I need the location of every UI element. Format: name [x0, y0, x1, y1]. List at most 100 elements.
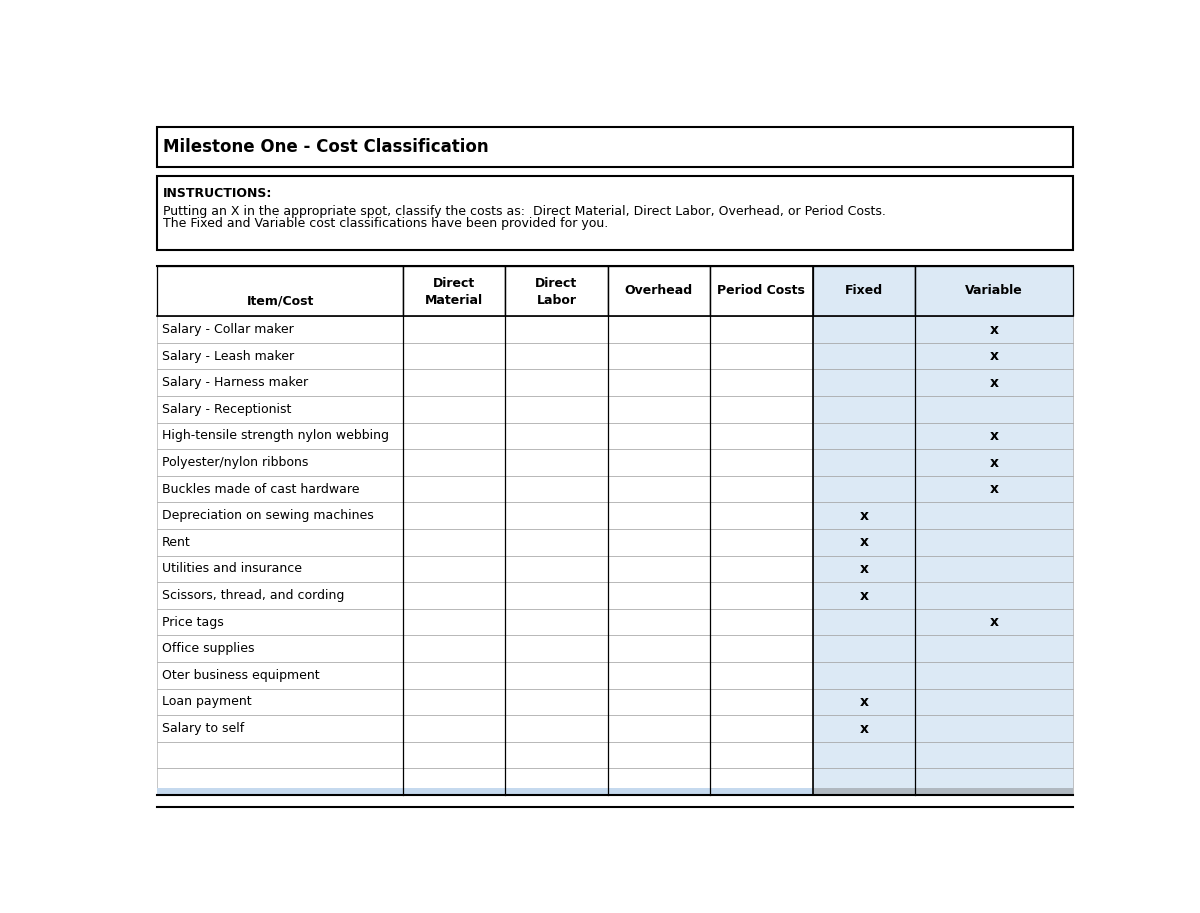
Bar	[505, 688, 607, 715]
Text: x: x	[989, 456, 998, 469]
Text: Buckles made of cast hardware: Buckles made of cast hardware	[162, 483, 360, 496]
Text: Salary to self: Salary to self	[162, 722, 245, 735]
Text: Milestone One - Cost Classification: Milestone One - Cost Classification	[163, 138, 488, 156]
Text: x: x	[989, 482, 998, 496]
Bar	[607, 529, 710, 556]
Text: Polyester/nylon ribbons: Polyester/nylon ribbons	[162, 456, 308, 469]
Bar	[505, 396, 607, 423]
Bar	[916, 609, 1073, 635]
Bar	[812, 266, 916, 316]
Bar	[710, 741, 812, 769]
Text: INSTRUCTIONS:: INSTRUCTIONS:	[163, 187, 272, 200]
Text: Variable: Variable	[965, 285, 1022, 298]
Bar	[916, 788, 1073, 795]
Bar	[403, 688, 505, 715]
Text: x: x	[989, 322, 998, 337]
Bar	[505, 343, 607, 370]
Bar	[812, 556, 916, 582]
Bar	[812, 769, 916, 795]
Text: Scissors, thread, and cording: Scissors, thread, and cording	[162, 589, 344, 602]
Bar	[710, 609, 812, 635]
Bar	[812, 370, 916, 396]
Bar	[403, 556, 505, 582]
Text: Price tags: Price tags	[162, 615, 224, 629]
Bar	[505, 370, 607, 396]
Bar	[607, 609, 710, 635]
Bar	[812, 343, 916, 370]
Bar	[916, 769, 1073, 795]
Bar	[157, 396, 403, 423]
Bar	[812, 741, 916, 769]
Text: Salary - Receptionist: Salary - Receptionist	[162, 403, 292, 415]
Bar	[607, 769, 710, 795]
Bar	[607, 476, 710, 502]
Bar	[403, 788, 505, 795]
Bar	[812, 635, 916, 662]
Bar	[157, 688, 403, 715]
Bar	[403, 423, 505, 449]
Bar	[607, 316, 710, 343]
Bar	[710, 266, 812, 316]
Bar	[505, 715, 607, 741]
Bar	[812, 423, 916, 449]
Bar	[812, 449, 916, 476]
Text: Salary - Leash maker: Salary - Leash maker	[162, 350, 294, 362]
Bar	[403, 449, 505, 476]
Bar	[607, 502, 710, 529]
Text: x: x	[859, 721, 869, 736]
Text: Direct: Direct	[535, 278, 577, 290]
Bar	[157, 662, 403, 688]
Bar	[607, 582, 710, 609]
Bar	[157, 635, 403, 662]
Bar	[157, 529, 403, 556]
Text: Period Costs: Period Costs	[718, 285, 805, 298]
Bar	[916, 316, 1073, 343]
Bar	[812, 476, 916, 502]
Bar	[157, 175, 1073, 250]
Bar	[607, 423, 710, 449]
Bar	[710, 370, 812, 396]
Text: Putting an X in the appropriate spot, classify the costs as:  Direct Material, D: Putting an X in the appropriate spot, cl…	[163, 205, 886, 218]
Bar	[505, 529, 607, 556]
Bar	[157, 741, 403, 769]
Bar	[607, 715, 710, 741]
Bar	[916, 715, 1073, 741]
Bar	[157, 370, 403, 396]
Bar	[505, 635, 607, 662]
Bar	[403, 582, 505, 609]
Bar	[607, 688, 710, 715]
Text: Material: Material	[425, 294, 484, 307]
Bar	[157, 502, 403, 529]
Bar	[505, 476, 607, 502]
Bar	[505, 769, 607, 795]
Bar	[403, 396, 505, 423]
Bar	[607, 788, 710, 795]
Bar	[403, 266, 505, 316]
Bar	[916, 502, 1073, 529]
Bar	[916, 556, 1073, 582]
Bar	[157, 316, 403, 343]
Bar	[505, 788, 607, 795]
Bar	[916, 688, 1073, 715]
Bar	[916, 370, 1073, 396]
Bar	[157, 788, 403, 795]
Bar	[157, 556, 403, 582]
Text: High-tensile strength nylon webbing: High-tensile strength nylon webbing	[162, 429, 389, 443]
Text: Depreciation on sewing machines: Depreciation on sewing machines	[162, 509, 374, 522]
Bar	[710, 449, 812, 476]
Text: Office supplies: Office supplies	[162, 642, 254, 656]
Bar	[403, 316, 505, 343]
Bar	[710, 662, 812, 688]
Text: x: x	[859, 561, 869, 576]
Bar	[403, 343, 505, 370]
Text: Labor: Labor	[536, 294, 576, 307]
Text: Item/Cost: Item/Cost	[246, 294, 313, 307]
Bar	[812, 788, 916, 795]
Bar	[710, 715, 812, 741]
Bar	[812, 529, 916, 556]
Bar	[916, 662, 1073, 688]
Bar	[916, 529, 1073, 556]
Bar	[403, 715, 505, 741]
Text: Rent: Rent	[162, 536, 191, 549]
Text: Overhead: Overhead	[625, 285, 692, 298]
